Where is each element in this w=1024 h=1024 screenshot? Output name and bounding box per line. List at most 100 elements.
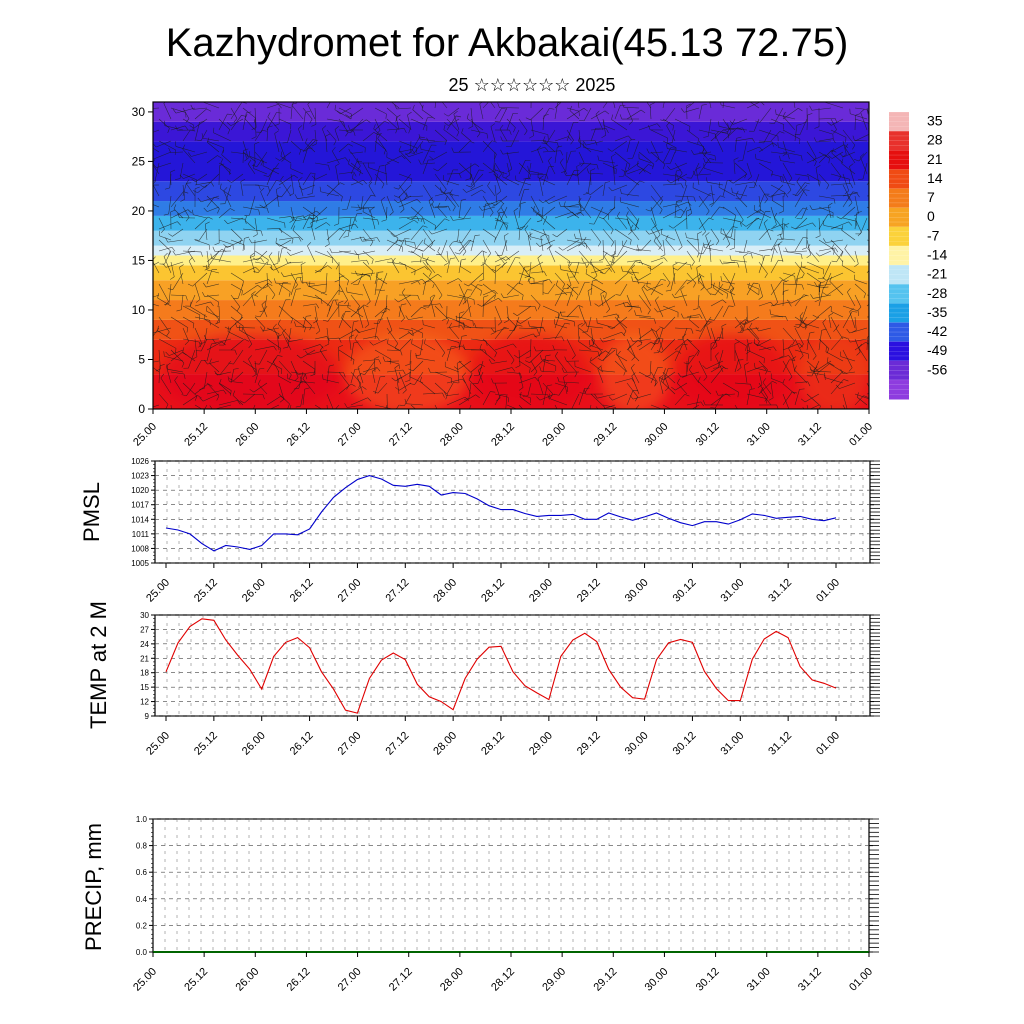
wind-barb-flag	[241, 326, 244, 332]
y-tick-label: 5	[138, 352, 145, 366]
wind-barb-flag	[605, 292, 607, 298]
wind-barb-flag	[698, 275, 702, 281]
wind-barb	[482, 297, 484, 318]
wind-barb-flag	[190, 104, 194, 110]
wind-barb	[305, 140, 316, 152]
wind-barb-flag	[546, 245, 551, 250]
wind-barb	[425, 261, 436, 274]
wind-barb-flag	[437, 93, 442, 94]
wind-barb-flag	[335, 300, 338, 305]
wind-barb-flag	[446, 319, 449, 325]
colorbar-swatch	[889, 169, 909, 190]
wind-barb	[462, 376, 472, 395]
wind-barb	[510, 129, 520, 147]
wind-barb-flag	[212, 338, 216, 344]
wind-barb	[256, 151, 268, 167]
wind-barb	[650, 257, 665, 263]
wind-barb-flag	[543, 271, 547, 277]
wind-barb	[374, 107, 387, 115]
wind-barb	[290, 360, 299, 378]
wind-barb	[662, 239, 666, 255]
wind-barb-flag	[415, 353, 418, 359]
wind-barb	[453, 114, 460, 131]
wind-barb	[399, 338, 412, 351]
wind-barb-flag	[185, 118, 190, 123]
wind-barb	[844, 248, 856, 263]
wind-barb	[338, 216, 355, 219]
wind-barb-flag	[468, 126, 474, 129]
wind-barb	[218, 305, 221, 323]
wind-barb	[804, 393, 820, 403]
wind-barb	[722, 382, 739, 393]
wind-barb	[675, 382, 688, 391]
wind-barb-flag	[478, 169, 484, 171]
wind-barb	[709, 102, 712, 109]
wind-barb-flag	[425, 280, 431, 282]
wind-barb	[349, 337, 352, 351]
wind-barb	[412, 239, 424, 253]
wind-barb-flag	[547, 394, 550, 400]
wind-barb-flag	[199, 342, 205, 344]
wind-barb-flag	[194, 186, 200, 189]
wind-barb-flag	[182, 144, 186, 150]
wind-barb-flag	[645, 375, 651, 378]
wind-barb	[692, 187, 712, 197]
wind-barb	[518, 178, 526, 197]
wind-barb-flag	[199, 388, 205, 390]
wind-barb-flag	[559, 264, 562, 270]
wind-barb	[683, 316, 700, 319]
wind-barb	[697, 233, 700, 252]
wind-barb-flag	[706, 322, 711, 326]
wind-barb-flag	[305, 350, 309, 356]
wind-barb-flag	[237, 400, 241, 405]
wind-barb-flag	[683, 362, 689, 365]
wind-barb	[206, 269, 220, 274]
wind-barb-flag	[491, 378, 494, 384]
wind-barb-flag	[655, 328, 660, 332]
wind-barb	[635, 314, 652, 318]
wind-barb-flag	[866, 109, 869, 115]
wind-barb	[674, 118, 691, 127]
x-tick-label: 30.12	[671, 730, 699, 758]
wind-barb	[542, 385, 548, 406]
wind-barb-flag	[801, 284, 804, 290]
wind-barb	[518, 189, 525, 208]
wind-barb-flag	[141, 132, 144, 136]
wind-barb-flag	[273, 323, 277, 328]
wind-barb-flag	[823, 238, 826, 243]
wind-barb-flag	[784, 223, 790, 226]
wind-barb-flag	[573, 233, 576, 239]
wind-barb	[794, 207, 804, 219]
wind-barb	[189, 294, 196, 307]
wind-barb-flag	[458, 173, 462, 179]
wind-barb	[204, 404, 208, 409]
wind-barb-flag	[715, 390, 719, 396]
wind-barb	[548, 195, 568, 204]
wind-barb-flag	[628, 307, 633, 312]
wind-barb-flag	[527, 277, 531, 282]
wind-barb-flag	[703, 400, 706, 406]
wind-barb	[674, 228, 683, 247]
wind-barb-flag	[386, 416, 391, 417]
wind-barb	[275, 282, 292, 285]
wind-barb-flag	[576, 211, 582, 215]
wind-barb-flag	[748, 282, 750, 288]
wind-barb	[638, 158, 652, 164]
wind-barb	[578, 151, 585, 163]
wind-barb-flag	[294, 321, 297, 327]
wind-barb	[839, 382, 856, 389]
wind-barb-flag	[325, 133, 331, 137]
wind-barb-flag	[339, 275, 345, 278]
wind-barb-flag	[702, 231, 706, 236]
wind-barb	[667, 148, 688, 153]
colorbar-label: 0	[927, 208, 935, 224]
wind-barb-flag	[372, 368, 377, 372]
wind-barb	[290, 217, 298, 230]
y-tick-label: 12	[140, 698, 149, 707]
wind-barb-flag	[521, 295, 524, 301]
wind-barb	[850, 338, 868, 343]
wind-barb	[506, 349, 515, 361]
wind-barb-flag	[321, 291, 326, 294]
wind-barb-flag	[319, 186, 322, 192]
wind-barb	[588, 172, 604, 175]
